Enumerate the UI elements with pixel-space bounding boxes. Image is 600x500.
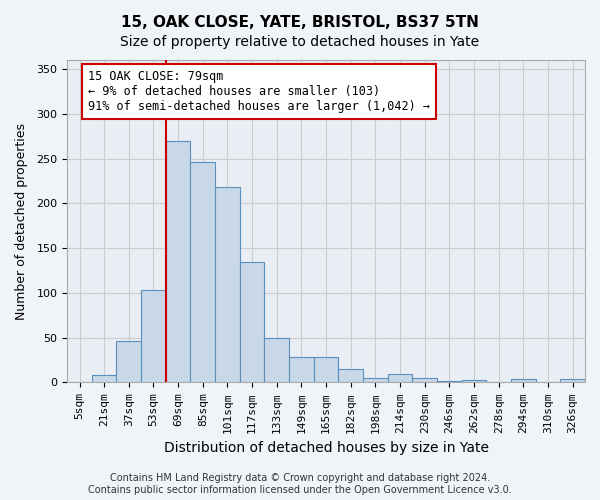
Bar bbox=[388, 374, 412, 382]
Bar bbox=[116, 341, 141, 382]
Bar bbox=[240, 262, 265, 382]
Bar bbox=[166, 140, 190, 382]
Bar bbox=[141, 290, 166, 382]
Bar bbox=[314, 358, 338, 382]
Bar bbox=[560, 379, 585, 382]
Bar bbox=[92, 376, 116, 382]
Text: Size of property relative to detached houses in Yate: Size of property relative to detached ho… bbox=[121, 35, 479, 49]
Bar bbox=[412, 378, 437, 382]
Text: Contains HM Land Registry data © Crown copyright and database right 2024.
Contai: Contains HM Land Registry data © Crown c… bbox=[88, 474, 512, 495]
X-axis label: Distribution of detached houses by size in Yate: Distribution of detached houses by size … bbox=[164, 441, 488, 455]
Bar bbox=[511, 379, 536, 382]
Y-axis label: Number of detached properties: Number of detached properties bbox=[15, 122, 28, 320]
Bar bbox=[215, 187, 240, 382]
Bar bbox=[437, 380, 462, 382]
Bar bbox=[338, 369, 363, 382]
Text: 15 OAK CLOSE: 79sqm
← 9% of detached houses are smaller (103)
91% of semi-detach: 15 OAK CLOSE: 79sqm ← 9% of detached hou… bbox=[88, 70, 430, 112]
Bar bbox=[289, 358, 314, 382]
Bar bbox=[363, 378, 388, 382]
Text: 15, OAK CLOSE, YATE, BRISTOL, BS37 5TN: 15, OAK CLOSE, YATE, BRISTOL, BS37 5TN bbox=[121, 15, 479, 30]
Bar bbox=[462, 380, 487, 382]
Bar bbox=[265, 338, 289, 382]
Bar bbox=[190, 162, 215, 382]
